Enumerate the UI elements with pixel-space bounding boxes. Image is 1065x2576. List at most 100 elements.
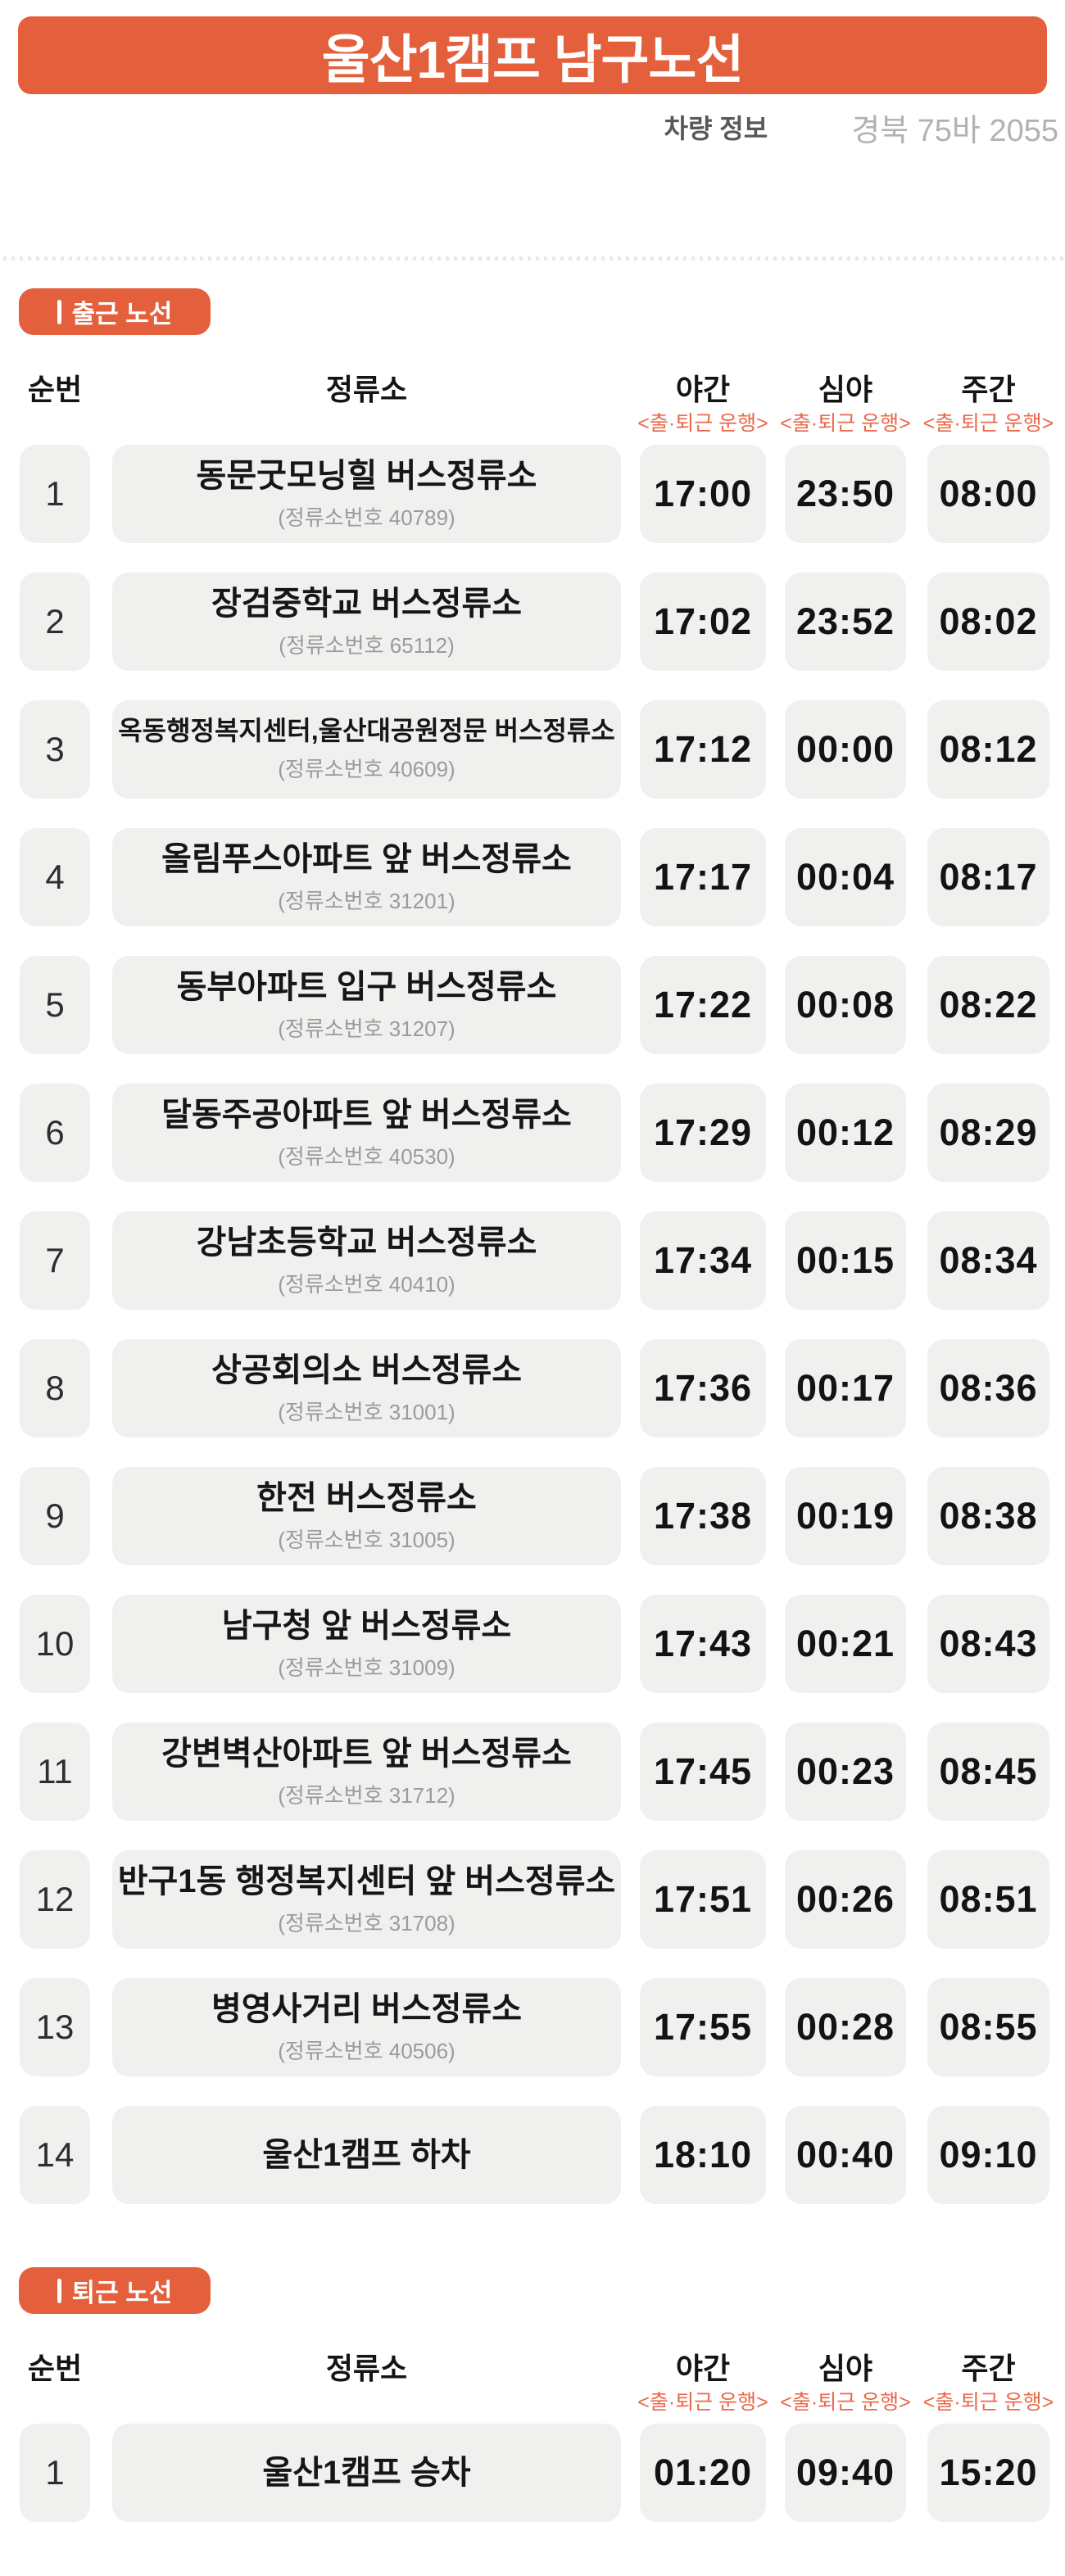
time-night: 17:17: [640, 828, 766, 926]
time-night: 17:34: [640, 1211, 766, 1310]
row-seq: 14: [20, 2106, 90, 2204]
time-day: 08:36: [927, 1339, 1049, 1437]
stop-code: (정류소번호 65112): [279, 632, 455, 658]
table-row: 1 울산1캠프 승차 01:20 09:40 15:20: [0, 2424, 1065, 2522]
route-title-banner: 울산1캠프 남구노선: [18, 16, 1047, 94]
stop-code: (정류소번호 31708): [278, 1910, 455, 1935]
row-stop: 울산1캠프 하차: [112, 2106, 621, 2204]
column-header-seq: 순번: [27, 373, 83, 406]
table-header: 순번 정류소 야간 <출·퇴근 운행> 심야 <출·퇴근 운행> 주간 <출·퇴…: [0, 372, 1065, 437]
table-row: 3 옥동행정복지센터,울산대공원정문 버스정류소 (정류소번호 40609) 1…: [0, 700, 1065, 799]
stop-name: 병영사거리 버스정류소: [211, 1990, 523, 2027]
time-late-night: 23:52: [785, 573, 906, 671]
column-subheader-operation: <출·퇴근 운행>: [637, 412, 768, 435]
column-subheader-operation: <출·퇴근 운행>: [637, 2391, 768, 2414]
time-night: 17:43: [640, 1595, 766, 1693]
stop-name: 한전 버스정류소: [256, 1479, 477, 1516]
stop-code: (정류소번호 31009): [278, 1655, 455, 1680]
table-row: 10 남구청 앞 버스정류소 (정류소번호 31009) 17:43 00:21…: [0, 1595, 1065, 1693]
commute-section-badge-label: 출근 노선: [71, 300, 173, 328]
time-night: 17:12: [640, 700, 766, 799]
row-stop: 남구청 앞 버스정류소 (정류소번호 31009): [112, 1595, 621, 1693]
column-subheader-operation: <출·퇴근 운행>: [922, 2391, 1054, 2414]
time-late-night: 00:08: [785, 956, 906, 1054]
row-stop: 장검중학교 버스정류소 (정류소번호 65112): [112, 573, 621, 671]
stop-code: (정류소번호 40789): [278, 505, 455, 530]
column-header-late-night: 심야: [818, 2352, 873, 2385]
row-seq: 5: [20, 956, 90, 1054]
stop-code: (정류소번호 40530): [278, 1143, 455, 1169]
time-late-night: 00:21: [785, 1595, 906, 1693]
time-night: 17:00: [640, 445, 766, 543]
table-row: 8 상공회의소 버스정류소 (정류소번호 31001) 17:36 00:17 …: [0, 1339, 1065, 1437]
column-header-night: 야간: [675, 2352, 731, 2385]
column-header-late-night: 심야: [818, 373, 873, 406]
stop-code: (정류소번호 31005): [278, 1527, 455, 1552]
row-seq: 12: [20, 1850, 90, 1949]
row-seq: 9: [20, 1467, 90, 1565]
time-late-night: 00:12: [785, 1084, 906, 1182]
time-night: 17:22: [640, 956, 766, 1054]
stop-name: 반구1동 행정복지센터 앞 버스정류소: [117, 1863, 616, 1899]
commute-section-badge: 출근 노선: [19, 288, 211, 335]
table-row: 13 병영사거리 버스정류소 (정류소번호 40506) 17:55 00:28…: [0, 1978, 1065, 2076]
table-row: 7 강남초등학교 버스정류소 (정류소번호 40410) 17:34 00:15…: [0, 1211, 1065, 1310]
stop-code: (정류소번호 31712): [278, 1782, 455, 1808]
time-day: 08:29: [927, 1084, 1049, 1182]
row-seq: 10: [20, 1595, 90, 1693]
row-seq: 1: [20, 445, 90, 543]
time-day: 08:45: [927, 1723, 1049, 1821]
leave-section-badge-label: 퇴근 노선: [71, 2279, 173, 2307]
time-late-night: 00:23: [785, 1723, 906, 1821]
time-late-night: 00:15: [785, 1211, 906, 1310]
row-stop: 동부아파트 입구 버스정류소 (정류소번호 31207): [112, 956, 621, 1054]
stop-name: 달동주공아파트 앞 버스정류소: [161, 1096, 572, 1133]
row-seq: 7: [20, 1211, 90, 1310]
time-late-night: 00:00: [785, 700, 906, 799]
row-stop: 울산1캠프 승차: [112, 2424, 621, 2522]
row-seq: 2: [20, 573, 90, 671]
row-stop: 상공회의소 버스정류소 (정류소번호 31001): [112, 1339, 621, 1437]
stop-code: (정류소번호 40609): [278, 756, 455, 781]
time-late-night: 00:28: [785, 1978, 906, 2076]
column-subheader-operation: <출·퇴근 운행>: [922, 412, 1054, 435]
time-day: 08:00: [927, 445, 1049, 543]
time-late-night: 00:17: [785, 1339, 906, 1437]
column-header-stop: 정류소: [325, 2352, 408, 2385]
vehicle-info-label: 차량 정보: [664, 114, 768, 143]
row-seq: 13: [20, 1978, 90, 2076]
time-day: 08:38: [927, 1467, 1049, 1565]
time-day: 08:43: [927, 1595, 1049, 1693]
table-row: 11 강변벽산아파트 앞 버스정류소 (정류소번호 31712) 17:45 0…: [0, 1723, 1065, 1821]
row-seq: 6: [20, 1084, 90, 1182]
table-row: 1 동문굿모닝힐 버스정류소 (정류소번호 40789) 17:00 23:50…: [0, 445, 1065, 543]
column-subheader-operation: <출·퇴근 운행>: [780, 412, 911, 435]
row-seq: 11: [20, 1723, 90, 1821]
stop-name: 상공회의소 버스정류소: [211, 1351, 523, 1388]
stop-name: 옥동행정복지센터,울산대공원정문 버스정류소: [118, 716, 615, 746]
time-day: 08:22: [927, 956, 1049, 1054]
row-seq: 4: [20, 828, 90, 926]
stop-name: 강변벽산아파트 앞 버스정류소: [161, 1735, 572, 1772]
row-seq: 1: [20, 2424, 90, 2522]
row-stop: 한전 버스정류소 (정류소번호 31005): [112, 1467, 621, 1565]
time-night: 17:38: [640, 1467, 766, 1565]
badge-bar: [57, 2278, 61, 2303]
column-header-day: 주간: [961, 2352, 1016, 2385]
column-header-seq: 순번: [27, 2352, 83, 2385]
time-day: 08:12: [927, 700, 1049, 799]
time-day: 09:10: [927, 2106, 1049, 2204]
column-header-night: 야간: [675, 373, 731, 406]
time-night: 17:51: [640, 1850, 766, 1949]
row-stop: 병영사거리 버스정류소 (정류소번호 40506): [112, 1978, 621, 2076]
table-row: 12 반구1동 행정복지센터 앞 버스정류소 (정류소번호 31708) 17:…: [0, 1850, 1065, 1949]
row-stop: 옥동행정복지센터,울산대공원정문 버스정류소 (정류소번호 40609): [112, 700, 621, 799]
time-late-night: 09:40: [785, 2424, 906, 2522]
commute-route-section: 출근 노선 순번 정류소 야간 <출·퇴근 운행> 심야 <출·퇴근 운행> 주…: [0, 288, 1065, 2204]
table-row: 4 올림푸스아파트 앞 버스정류소 (정류소번호 31201) 17:17 00…: [0, 828, 1065, 926]
time-day: 08:17: [927, 828, 1049, 926]
time-night: 17:55: [640, 1978, 766, 2076]
dotted-divider: [3, 256, 1065, 260]
stop-name: 강남초등학교 버스정류소: [196, 1224, 537, 1261]
stop-name: 울산1캠프 하차: [262, 2137, 471, 2173]
